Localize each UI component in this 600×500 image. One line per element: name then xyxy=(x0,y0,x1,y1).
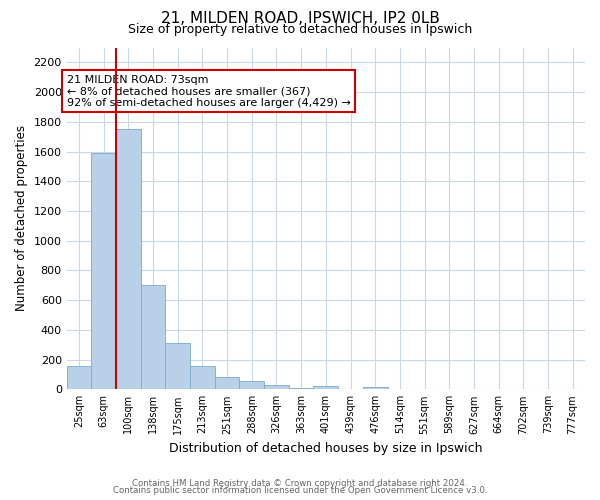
Bar xyxy=(91,153,116,390)
Text: Contains public sector information licensed under the Open Government Licence v3: Contains public sector information licen… xyxy=(113,486,487,495)
Bar xyxy=(264,385,289,390)
Bar xyxy=(239,381,264,390)
Text: Size of property relative to detached houses in Ipswich: Size of property relative to detached ho… xyxy=(128,22,472,36)
Text: 21 MILDEN ROAD: 73sqm
← 8% of detached houses are smaller (367)
92% of semi-deta: 21 MILDEN ROAD: 73sqm ← 8% of detached h… xyxy=(67,75,350,108)
Bar xyxy=(67,366,91,390)
Bar xyxy=(116,129,141,390)
Bar xyxy=(141,286,166,390)
Text: Contains HM Land Registry data © Crown copyright and database right 2024.: Contains HM Land Registry data © Crown c… xyxy=(132,478,468,488)
Bar xyxy=(166,343,190,390)
Bar xyxy=(289,388,313,390)
Bar xyxy=(313,386,338,390)
X-axis label: Distribution of detached houses by size in Ipswich: Distribution of detached houses by size … xyxy=(169,442,482,455)
Bar xyxy=(363,387,388,390)
Y-axis label: Number of detached properties: Number of detached properties xyxy=(15,126,28,312)
Bar xyxy=(190,366,215,390)
Text: 21, MILDEN ROAD, IPSWICH, IP2 0LB: 21, MILDEN ROAD, IPSWICH, IP2 0LB xyxy=(161,11,439,26)
Bar xyxy=(215,376,239,390)
